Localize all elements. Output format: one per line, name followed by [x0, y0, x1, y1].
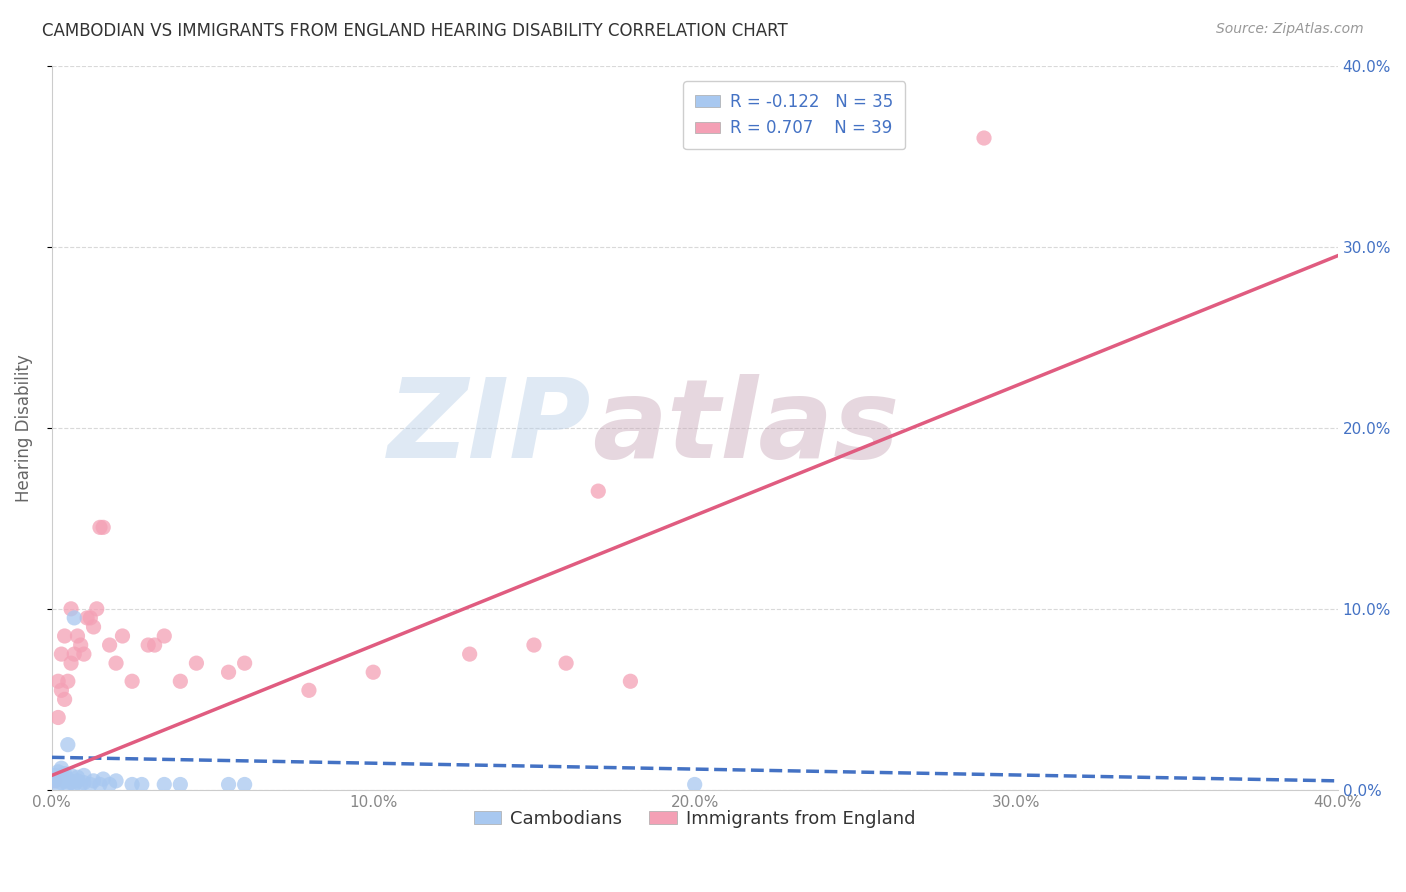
Point — [83, 620, 105, 634]
Point — [46, 764, 69, 779]
Point — [44, 773, 66, 788]
Y-axis label: Hearing Disability: Hearing Disability — [15, 354, 32, 501]
Text: ZIP: ZIP — [388, 375, 592, 482]
Point — [44, 768, 66, 782]
Point — [66, 629, 89, 643]
Point — [169, 674, 191, 689]
Point — [73, 775, 96, 789]
Point — [233, 656, 256, 670]
Point — [51, 647, 73, 661]
Point — [153, 629, 176, 643]
Point — [683, 777, 706, 791]
Point — [53, 692, 76, 706]
Legend: Cambodians, Immigrants from England: Cambodians, Immigrants from England — [467, 803, 922, 835]
Point — [46, 674, 69, 689]
Point — [51, 770, 73, 784]
Point — [105, 773, 128, 788]
Point — [586, 484, 609, 499]
Point — [89, 520, 111, 534]
Point — [63, 777, 86, 791]
Point — [69, 638, 91, 652]
Point — [60, 768, 83, 782]
Point — [44, 773, 66, 788]
Point — [186, 656, 208, 670]
Point — [105, 656, 128, 670]
Point — [233, 777, 256, 791]
Point — [56, 777, 79, 791]
Point — [131, 777, 153, 791]
Point — [60, 602, 83, 616]
Point — [83, 773, 105, 788]
Point — [56, 772, 79, 786]
Point — [523, 638, 546, 652]
Point — [121, 777, 143, 791]
Point — [46, 772, 69, 786]
Point — [298, 683, 321, 698]
Point — [56, 674, 79, 689]
Point — [53, 629, 76, 643]
Point — [73, 647, 96, 661]
Text: CAMBODIAN VS IMMIGRANTS FROM ENGLAND HEARING DISABILITY CORRELATION CHART: CAMBODIAN VS IMMIGRANTS FROM ENGLAND HEA… — [42, 22, 787, 40]
Point — [91, 520, 114, 534]
Point — [56, 738, 79, 752]
Point — [555, 656, 578, 670]
Point — [98, 777, 121, 791]
Point — [51, 761, 73, 775]
Point — [76, 611, 98, 625]
Point — [60, 656, 83, 670]
Point — [60, 775, 83, 789]
Point — [111, 629, 134, 643]
Point — [53, 766, 76, 780]
Point — [153, 777, 176, 791]
Point — [458, 647, 481, 661]
Point — [218, 665, 240, 680]
Point — [619, 674, 641, 689]
Point — [73, 768, 96, 782]
Point — [79, 777, 101, 791]
Text: atlas: atlas — [592, 375, 900, 482]
Point — [46, 777, 69, 791]
Point — [169, 777, 191, 791]
Point — [121, 674, 143, 689]
Point — [79, 611, 101, 625]
Point — [973, 131, 995, 145]
Point — [66, 770, 89, 784]
Point — [136, 638, 159, 652]
Point — [63, 647, 86, 661]
Point — [63, 611, 86, 625]
Point — [143, 638, 166, 652]
Point — [51, 683, 73, 698]
Point — [89, 777, 111, 791]
Point — [86, 602, 108, 616]
Point — [46, 710, 69, 724]
Point — [69, 777, 91, 791]
Point — [98, 638, 121, 652]
Text: Source: ZipAtlas.com: Source: ZipAtlas.com — [1216, 22, 1364, 37]
Point — [53, 773, 76, 788]
Point — [361, 665, 384, 680]
Point — [51, 775, 73, 789]
Point — [66, 773, 89, 788]
Point — [91, 772, 114, 786]
Point — [218, 777, 240, 791]
